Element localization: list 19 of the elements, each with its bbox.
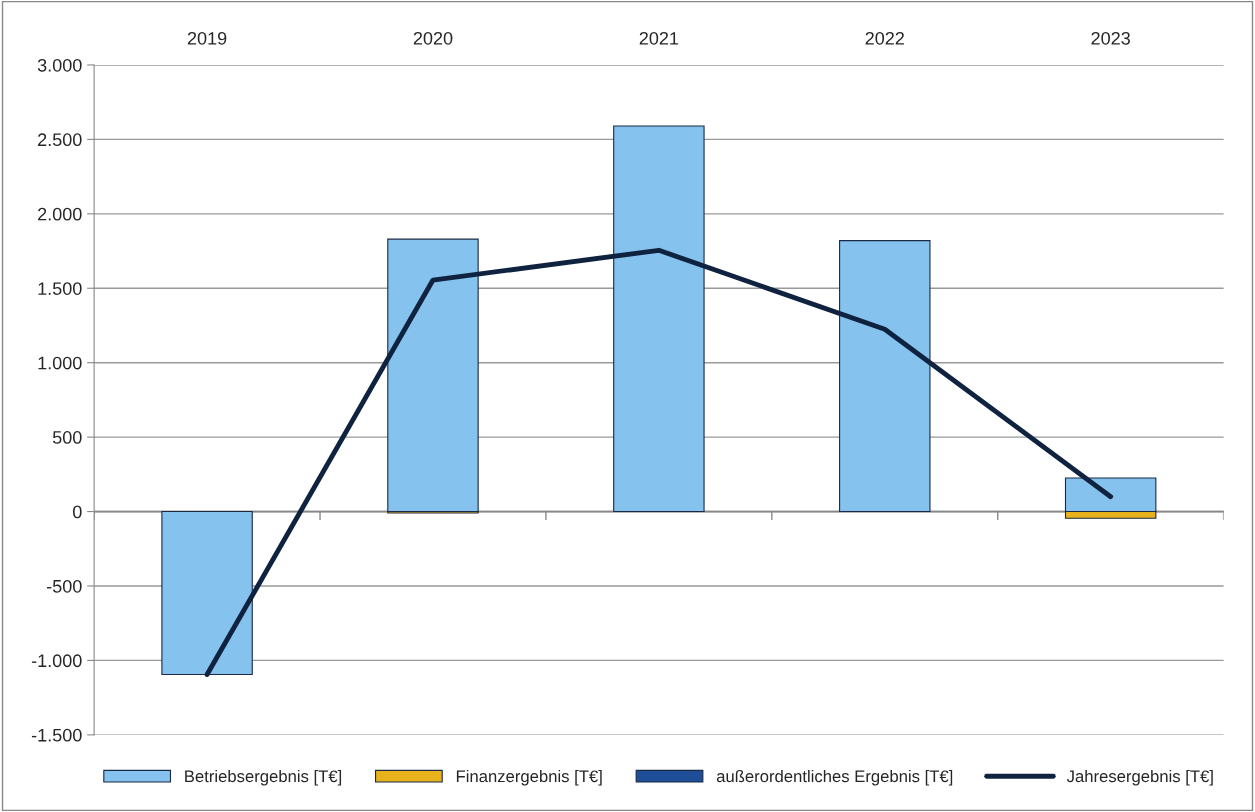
y-tick-label: 3.000: [37, 58, 82, 72]
legend-label: Betriebsergebnis [T€]: [185, 769, 342, 786]
legend-label: Finanzergebnis [T€]: [456, 769, 602, 786]
x-tick-label: 2020: [413, 31, 453, 45]
y-tick-label: 0: [72, 505, 82, 519]
y-tick-label: 1.500: [38, 282, 82, 295]
y-tick-label: 2.000: [38, 207, 82, 221]
x-tick-label: 2022: [865, 31, 904, 45]
legend-label: Jahresergebnis [T€]: [1066, 769, 1213, 786]
x-tick-label: 2021: [639, 31, 679, 45]
y-tick-label: -1.500: [31, 728, 82, 742]
y-tick-label: -1.000: [31, 654, 82, 668]
x-tick-label: 2019: [187, 31, 227, 45]
x-tick-label: 2023: [1091, 31, 1130, 45]
y-tick-label: 1.000: [38, 356, 82, 370]
legend-label: außerordentliches Ergebnis [T€]: [716, 769, 953, 786]
y-tick-label: 500: [52, 431, 82, 444]
y-tick-label: 2.500: [38, 133, 82, 147]
y-tick-label: -500: [46, 579, 82, 593]
